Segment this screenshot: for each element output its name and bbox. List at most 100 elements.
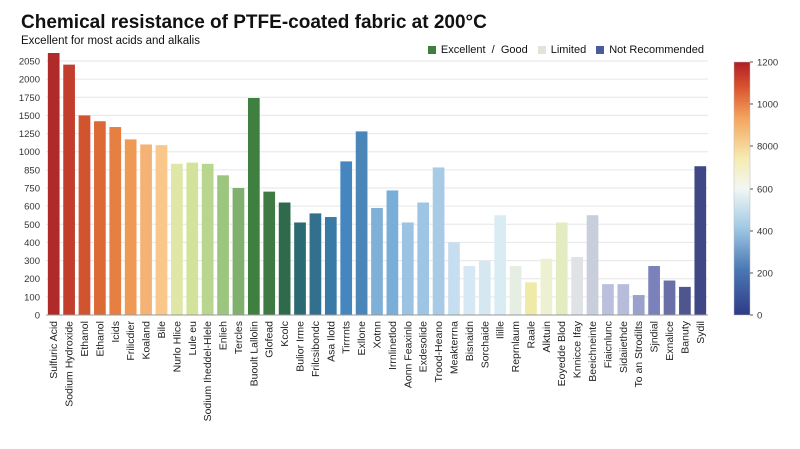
bar [679, 286, 691, 315]
colorbar-tick-label: 8000 [757, 142, 778, 153]
bar [294, 222, 306, 315]
x-tick-label: Fiaicnlunc [602, 321, 614, 368]
x-tick-label: Kcolc [279, 321, 291, 347]
legend-swatch-excellent [427, 46, 436, 54]
bar [401, 222, 414, 315]
x-tick-label: Alktuin [541, 321, 553, 353]
x-tick-label: Glofead [264, 321, 276, 358]
x-tick-label: Eoyedde Blod [556, 321, 568, 387]
y-tick-label: 2000 [19, 75, 40, 86]
x-tick-label: Bisnaidn [464, 321, 476, 361]
x-axis: Sulfuric Acid Sodium Hydroxide Ethanol Etha… [48, 320, 707, 421]
bar [140, 144, 152, 315]
bar [124, 139, 137, 315]
bar [155, 145, 168, 315]
bar [463, 266, 476, 315]
x-tick-label: Raale [525, 321, 537, 349]
x-tick-label: Bile [156, 321, 168, 339]
legend-label-not-recommended: Not Recommended [609, 44, 704, 56]
bar [171, 163, 183, 315]
bar [247, 98, 260, 315]
x-tick-label: Ethanol [79, 321, 91, 357]
y-tick-label: 500 [24, 220, 40, 231]
bar [617, 284, 630, 315]
x-tick-label: Meakterrna [448, 321, 460, 374]
legend-label-excellent: Excellent / Good [440, 44, 528, 56]
x-tick-label: Ethanol [94, 321, 106, 357]
colorbar-tick-label: 1200 [757, 58, 778, 69]
bar [448, 242, 460, 315]
bar [217, 175, 229, 315]
bar [648, 266, 660, 315]
bar [78, 115, 91, 315]
x-tick-label: Frilcsibondc [310, 321, 322, 377]
y-tick-label: 750 [24, 184, 40, 195]
x-tick-label: Sodium Iheddel-Hlele [202, 321, 214, 422]
x-tick-label: Beeichneinte [587, 321, 599, 382]
legend-item-not-recommended: Not Recommended [596, 44, 704, 56]
x-tick-label: Frilicdier [125, 321, 137, 361]
y-tick-label: 1000 [19, 147, 40, 158]
colorbar-tick-label: 0 [757, 311, 762, 322]
x-tick-label: Sydil [695, 321, 707, 344]
chart-subtitle: Excellent for most acids and alkalis [21, 35, 200, 47]
bar [309, 213, 322, 315]
bar [494, 215, 507, 315]
x-tick-label: Asa Ilotd [325, 321, 337, 362]
colorbar-tick-label: 600 [757, 185, 773, 196]
bar [632, 295, 645, 315]
bar [263, 191, 276, 315]
x-tick-label: Exnalice [664, 321, 676, 361]
bar [417, 202, 430, 315]
x-tick-label: Koaland [141, 321, 153, 360]
x-tick-label: Xotnn [372, 321, 384, 349]
bar [371, 207, 383, 315]
legend-item-limited: Limited [537, 44, 586, 56]
x-tick-label: Tercles [233, 321, 245, 354]
bar [324, 217, 337, 315]
legend-swatch-not-recommended [596, 46, 605, 54]
y-tick-label: 0 [35, 311, 40, 322]
bar [386, 190, 399, 315]
y-tick-label: 1750 [19, 93, 40, 104]
x-tick-label: Sulfuric Acid [48, 321, 60, 379]
x-tick-label: Exllone [356, 321, 368, 356]
bar [663, 280, 676, 315]
bar [47, 53, 60, 315]
bar [232, 188, 245, 315]
x-tick-label: Sorchaide [479, 321, 491, 368]
bar [586, 215, 599, 315]
colorbar-tick-label: 1000 [757, 100, 778, 111]
x-tick-label: Exdesolide [418, 321, 430, 373]
x-tick-label: Irrnlinetlod [387, 321, 399, 370]
x-tick-label: Tirrrnts [341, 321, 353, 354]
y-tick-label: 300 [24, 256, 40, 267]
y-axis: 0 100 200 300 400 500 600 750 850 1000 1250 1500 175… [19, 57, 708, 322]
x-tick-label: Lule eu [187, 321, 199, 356]
x-tick-label: Trood-Heano [433, 321, 445, 383]
x-tick-label: To an Strodilts [633, 321, 645, 388]
x-tick-label: Ilille [495, 321, 507, 339]
legend-swatch-limited [537, 46, 546, 54]
y-tick-label: 600 [24, 202, 40, 213]
x-tick-label: Sjndial [649, 321, 661, 353]
bar [540, 258, 553, 315]
colorbar: 0 200 400 600 8000 1000 1200 [733, 58, 778, 322]
chart-title: Chemical resistance of PTFE-coated fabri… [21, 12, 487, 33]
x-tick-label: Bulior Irme [295, 321, 307, 372]
bar [63, 64, 75, 315]
x-tick-label: Sodium Hydroxide [64, 321, 76, 407]
colorbar-tick-label: 200 [757, 269, 773, 280]
legend: Excellent / Good Limited Not Recommended [418, 44, 704, 56]
x-tick-label: Banuty [679, 320, 691, 353]
bar [525, 282, 537, 315]
bar [555, 222, 568, 315]
y-tick-label: 1500 [19, 111, 40, 122]
y-tick-label: 400 [24, 238, 40, 249]
bar [109, 127, 122, 315]
y-tick-label: 200 [24, 274, 40, 285]
bar [94, 121, 106, 315]
bar [478, 260, 491, 315]
